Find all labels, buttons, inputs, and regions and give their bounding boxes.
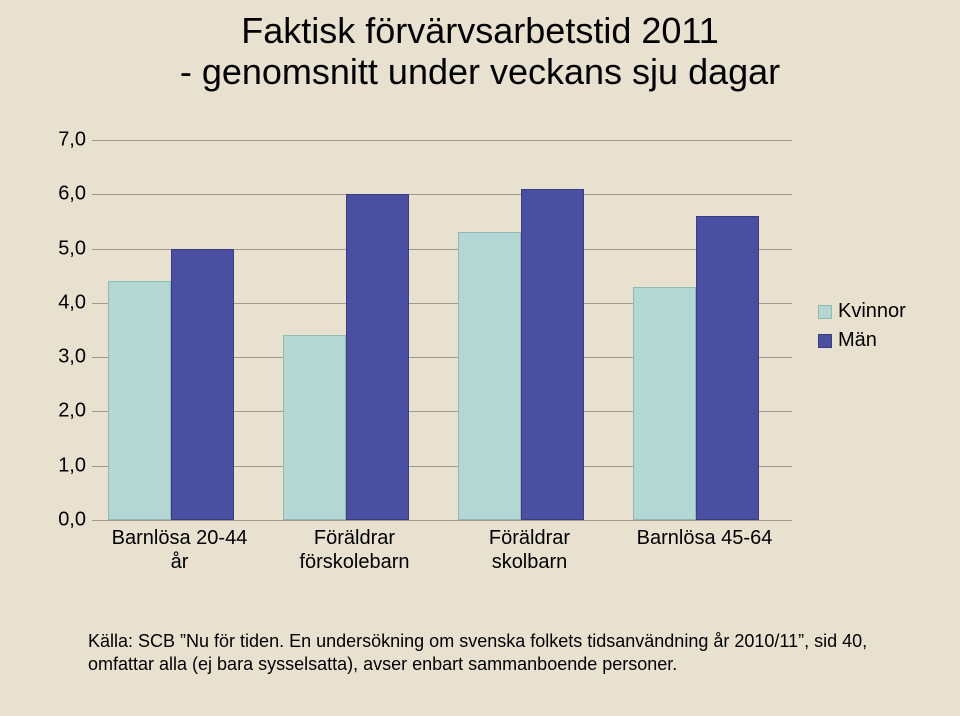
y-tick-label: 5,0	[42, 237, 86, 260]
source-caption: Källa: SCB ”Nu för tiden. En undersöknin…	[88, 630, 888, 677]
y-tick-label: 7,0	[42, 129, 86, 152]
legend-label: Kvinnor	[838, 300, 906, 323]
bar-kvinnor	[458, 232, 521, 520]
bars-layer	[92, 140, 792, 520]
legend-item: Kvinnor	[818, 300, 948, 323]
legend-item: Män	[818, 329, 948, 352]
title-line-2: - genomsnitt under veckans sju dagar	[0, 51, 960, 92]
x-tick-label: Föräldrarförskolebarn	[267, 526, 442, 574]
legend: Kvinnor Män	[818, 300, 948, 358]
bar-kvinnor	[108, 281, 171, 520]
y-tick-label: 1,0	[42, 454, 86, 477]
slide: Faktisk förvärvsarbetstid 2011 - genomsn…	[0, 0, 960, 716]
y-tick-label: 0,0	[42, 509, 86, 532]
bar-män	[696, 216, 759, 520]
title-line-1: Faktisk förvärvsarbetstid 2011	[0, 10, 960, 51]
y-tick-label: 4,0	[42, 291, 86, 314]
bar-män	[171, 249, 234, 520]
legend-swatch	[818, 305, 832, 319]
x-tick-label: Barnlösa 45-64	[617, 526, 792, 550]
bar-kvinnor	[283, 335, 346, 520]
slide-title: Faktisk förvärvsarbetstid 2011 - genomsn…	[0, 10, 960, 93]
y-tick-label: 3,0	[42, 346, 86, 369]
bar-kvinnor	[633, 287, 696, 520]
legend-swatch	[818, 334, 832, 348]
grid-line	[92, 520, 792, 521]
x-tick-label: Barnlösa 20-44år	[92, 526, 267, 574]
chart: 0,01,02,03,04,05,06,07,0 Barnlösa 20-44å…	[42, 140, 802, 570]
y-tick-label: 6,0	[42, 183, 86, 206]
bar-män	[346, 194, 409, 520]
bar-män	[521, 189, 584, 520]
y-tick-label: 2,0	[42, 400, 86, 423]
x-tick-label: Föräldrarskolbarn	[442, 526, 617, 574]
legend-label: Män	[838, 329, 877, 352]
